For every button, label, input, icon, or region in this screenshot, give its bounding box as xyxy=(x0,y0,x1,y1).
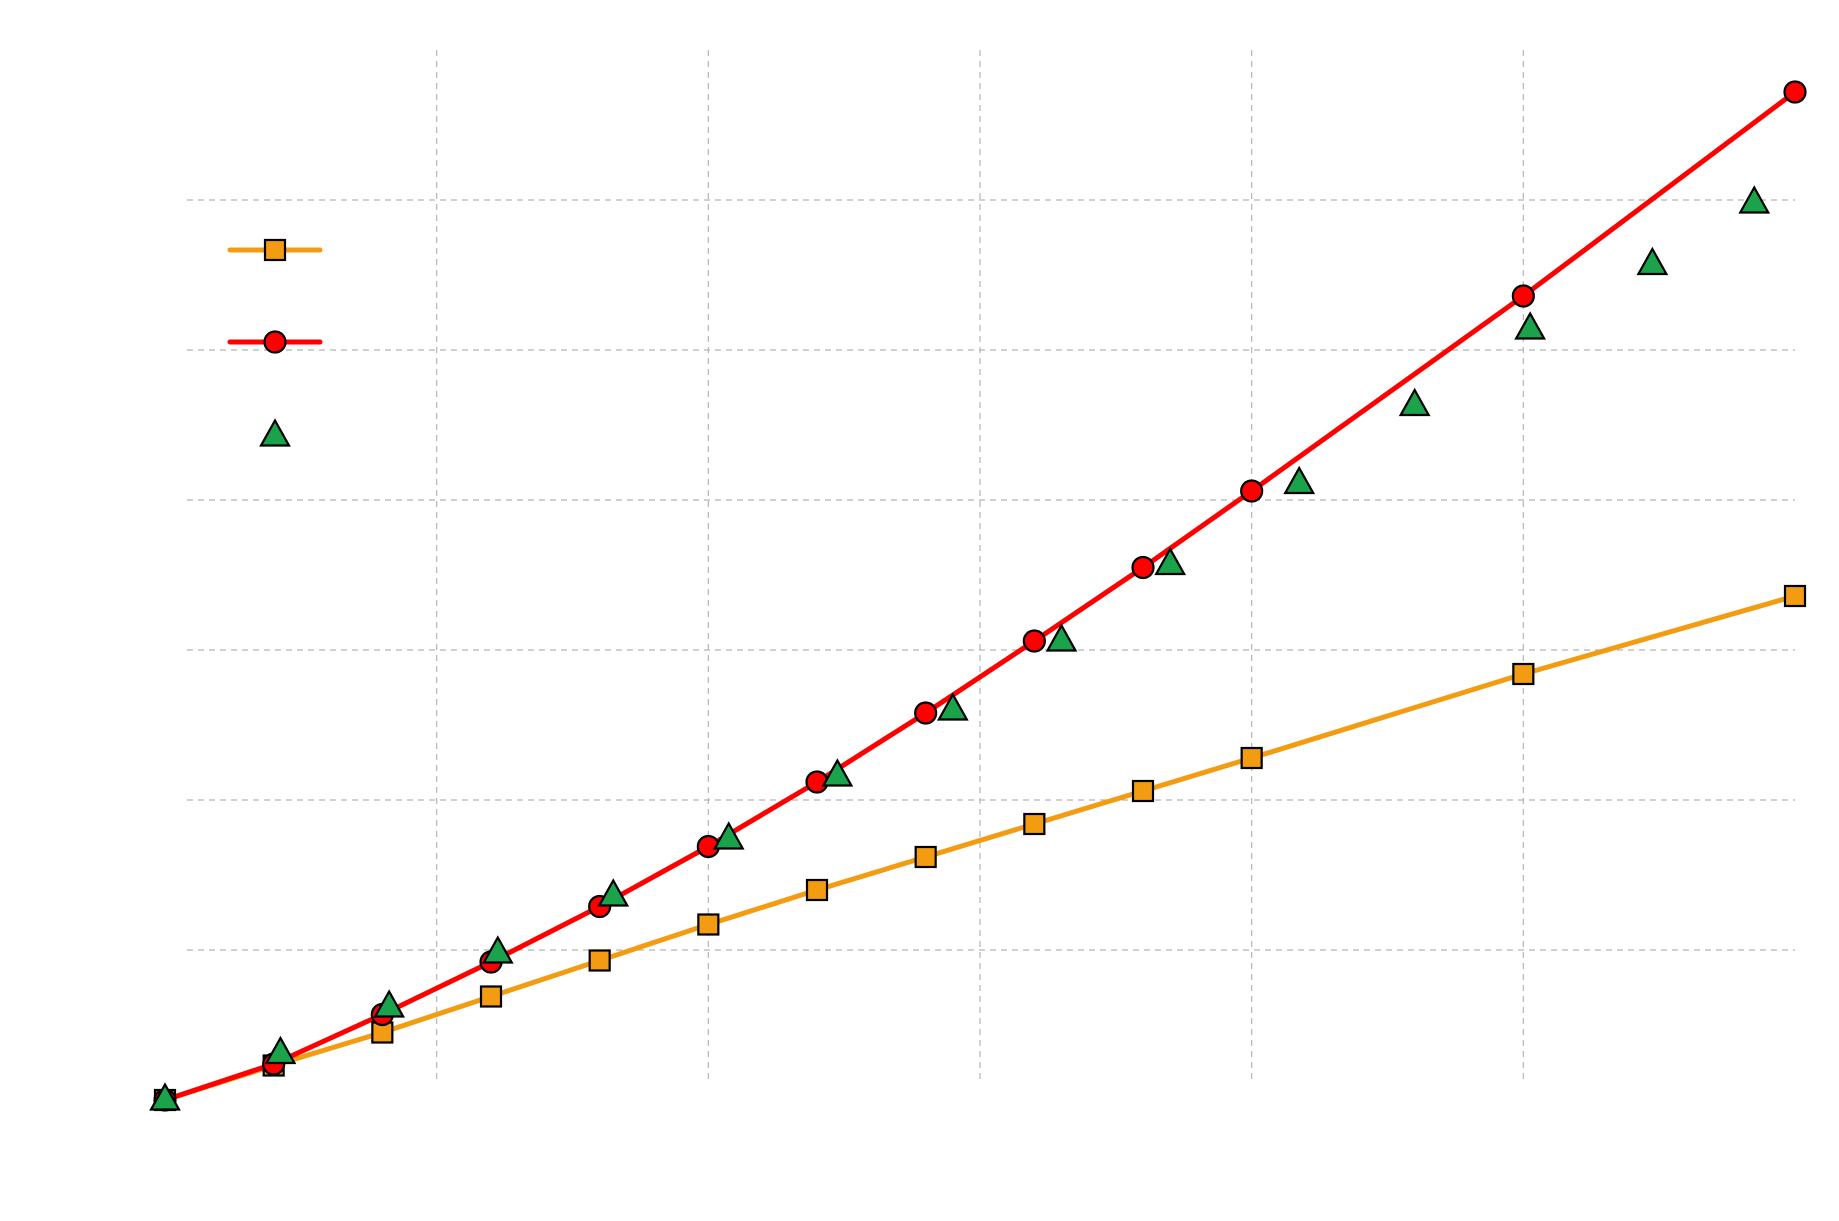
circle-marker xyxy=(1240,479,1264,503)
triangle-marker xyxy=(259,418,291,447)
triangle-marker xyxy=(1636,246,1669,276)
square-marker xyxy=(914,845,937,869)
square-marker xyxy=(805,878,829,902)
triangle-marker xyxy=(264,1035,297,1065)
triangle-marker xyxy=(373,989,406,1018)
circle-marker xyxy=(263,330,287,354)
triangle-marker xyxy=(821,758,854,787)
series-line-2 xyxy=(162,89,1798,1103)
triangle-marker xyxy=(149,1082,181,1111)
grid-lines xyxy=(187,50,1795,1080)
square-marker xyxy=(1512,662,1535,686)
circle-marker xyxy=(1783,80,1807,104)
triangle-marker xyxy=(1045,623,1078,652)
triangle-marker xyxy=(597,878,630,907)
legend-entry-2 xyxy=(227,330,323,354)
series-layer xyxy=(149,80,1807,1112)
square-marker xyxy=(479,985,503,1008)
legend-entry-1 xyxy=(227,238,323,262)
square-marker xyxy=(1023,812,1046,836)
triangle-marker xyxy=(712,821,745,850)
square-marker xyxy=(697,913,720,936)
triangle-marker xyxy=(1398,387,1431,417)
triangle-marker xyxy=(1738,185,1771,214)
circle-marker xyxy=(1511,284,1535,308)
square-marker xyxy=(1783,584,1807,608)
square-marker xyxy=(1131,779,1155,803)
triangle-marker xyxy=(936,692,969,721)
legend-entry-3 xyxy=(259,418,291,447)
series-points-3 xyxy=(149,185,1771,1111)
circle-marker xyxy=(914,701,938,725)
circle-marker xyxy=(1022,629,1046,653)
triangle-marker xyxy=(1283,465,1316,495)
triangle-marker xyxy=(481,935,514,964)
square-marker xyxy=(1240,746,1263,770)
square-marker xyxy=(263,238,287,262)
triangle-marker xyxy=(1514,311,1547,340)
square-marker xyxy=(588,949,611,972)
circle-marker xyxy=(1131,555,1155,580)
triangle-marker xyxy=(1154,546,1187,576)
legend xyxy=(227,238,323,447)
